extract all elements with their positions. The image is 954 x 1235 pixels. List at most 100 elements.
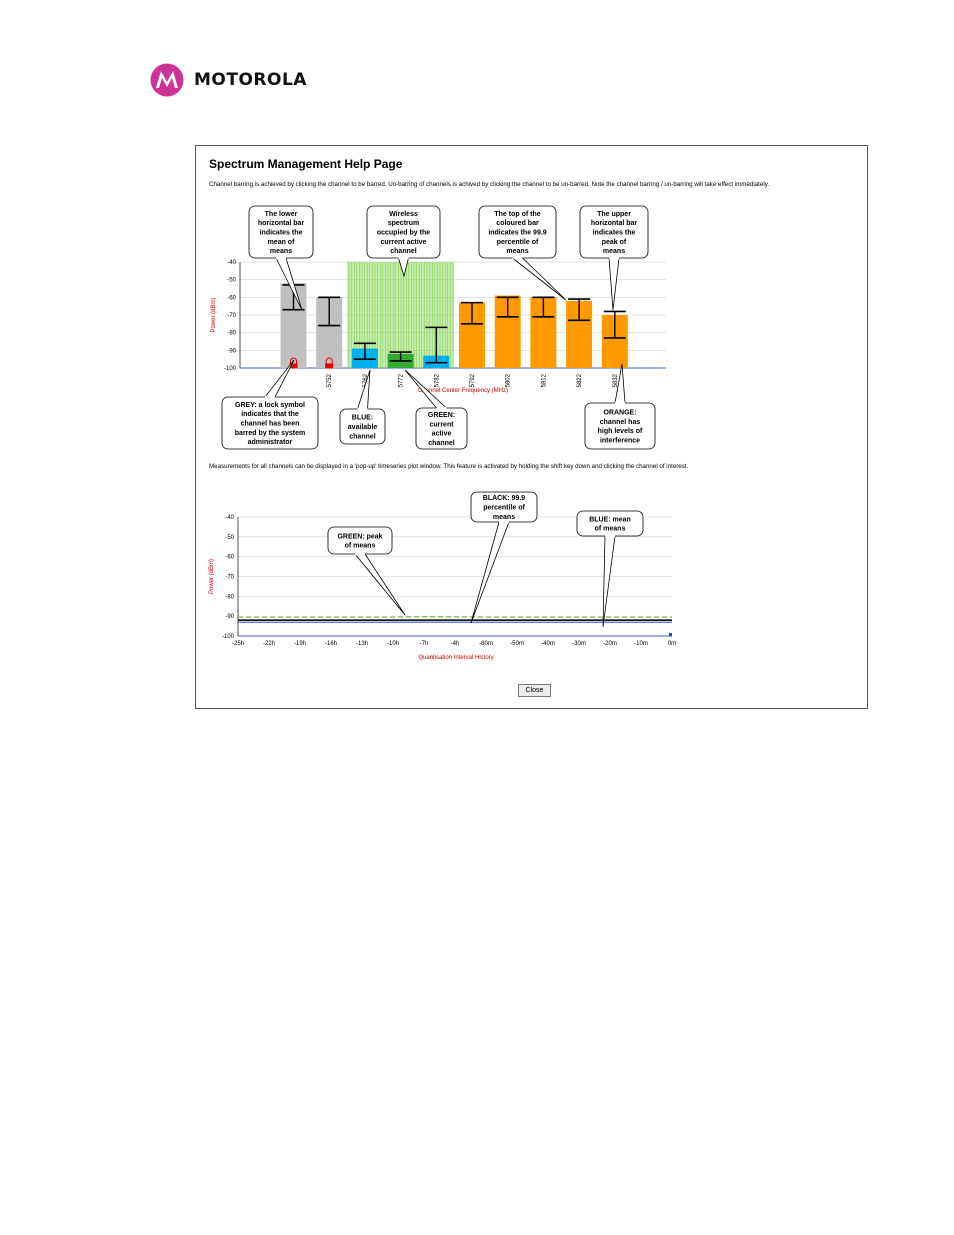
callout-pointer <box>614 363 626 404</box>
brand-name: MOTOROLA <box>194 70 307 90</box>
callout-line: channel <box>428 440 455 447</box>
page-title: Spectrum Management Help Page <box>209 157 403 171</box>
callout-line: available <box>348 424 378 431</box>
callout-line: means <box>506 248 528 255</box>
y-tick-label: -50 <box>227 278 236 284</box>
x-tick-label: 0m <box>668 641 676 647</box>
y-tick-label: -40 <box>225 515 234 521</box>
x-tick-label: -80m <box>479 641 493 647</box>
callout-line: GREEN: <box>428 412 455 419</box>
lock-body <box>289 363 298 369</box>
y-tick-label: -70 <box>225 575 234 581</box>
callout-pointer <box>608 257 620 311</box>
callout-line: of means <box>345 543 376 550</box>
callout-line: administrator <box>248 439 293 446</box>
x-tick-label: 5752 <box>327 373 333 387</box>
callout-line: BLUE: mean <box>589 516 631 523</box>
x-tick-label: 5822 <box>577 373 583 387</box>
y-tick-label: -40 <box>227 260 236 266</box>
callout-line: channel <box>349 433 376 440</box>
x-tick-label: -10m <box>634 641 648 647</box>
callout-line: current <box>429 421 454 428</box>
callout-joint <box>265 395 275 399</box>
y-tick-label: -90 <box>227 348 236 354</box>
x-tick-label: -25h <box>232 641 244 647</box>
callout-joint <box>512 256 523 260</box>
callout-pointer <box>275 257 303 311</box>
x-tick-label: 5782 <box>434 373 440 387</box>
callout-grey: GREY: a lock symbol indicates that the cha… <box>221 359 319 450</box>
callout-line: ORANGE: <box>603 410 636 417</box>
callout-pointer <box>470 521 510 624</box>
callout-line: indicates the <box>260 230 303 237</box>
callout-line: GREY: a lock symbol <box>235 402 305 409</box>
callout-active-spectrum: Wireless spectrum occupied by the current a… <box>366 205 441 278</box>
y-axis-label: Power (dBm) <box>211 297 217 332</box>
popup-description: Measurements for all channels can be dis… <box>209 463 689 470</box>
callout-joint <box>499 520 509 524</box>
callout-line: occupied by the <box>377 230 430 237</box>
x-tick-label: -40m <box>541 641 555 647</box>
callout-line: Wireless <box>389 211 418 218</box>
callout-blue: BLUE: available channel <box>339 369 386 445</box>
callout-line: percentile of <box>497 239 539 246</box>
x-axis-label: Channel Center Frequency (MHz) <box>418 388 508 394</box>
close-button[interactable]: Close <box>518 684 551 697</box>
motorola-batwing-icon <box>150 63 184 97</box>
x-tick-label: -19h <box>294 641 306 647</box>
callout-green: GREEN: current active channel <box>404 369 468 450</box>
x-tick-label: -20m <box>603 641 617 647</box>
x-tick-label: -16h <box>325 641 337 647</box>
callout-box <box>327 526 393 555</box>
callout-line: BLUE: <box>352 415 373 422</box>
x-tick-label: -7h <box>420 641 429 647</box>
callout-joint <box>357 407 368 411</box>
callout-line: peak of <box>602 239 627 246</box>
callout-joint <box>609 256 619 260</box>
callout-line: percentile of <box>483 505 525 512</box>
callout-line: high levels of <box>598 428 643 435</box>
x-tick-label: 5802 <box>506 373 512 387</box>
callout-pointer <box>357 369 371 410</box>
callout-pointer <box>602 535 616 628</box>
callout-line: channel has been <box>241 421 300 428</box>
callout-line: active <box>432 431 452 438</box>
callout-line: indicates the 99.9 <box>488 230 546 237</box>
x-tick-label: -22h <box>263 641 275 647</box>
callout-orange: ORANGE: channel has high levels of interfer… <box>584 363 656 450</box>
callout-green-peak: GREEN: peak of means <box>327 526 406 616</box>
x-tick-label: -10h <box>387 641 399 647</box>
callout-line: indicates the <box>593 230 636 237</box>
callout-pointer <box>398 257 409 278</box>
x-tick-label: -50m <box>510 641 524 647</box>
y-tick-label: -100 <box>224 366 237 372</box>
callout-line: barred by the system <box>235 430 305 437</box>
callout-line: spectrum <box>388 220 420 227</box>
x-tick-label: -13h <box>356 641 368 647</box>
callout-line: The lower <box>265 211 298 218</box>
callout-joint <box>355 552 365 556</box>
motorola-logo: MOTOROLA <box>150 62 307 98</box>
lock-shackle <box>290 357 297 364</box>
axis-end-marker <box>669 633 672 636</box>
callout-blue-mean: BLUE: mean of means <box>576 510 644 628</box>
x-axis-label: Quantisation Interval History <box>418 655 493 661</box>
y-tick-label: -70 <box>227 313 236 319</box>
callout-line: The upper <box>597 211 631 218</box>
timeseries-chart: -40 -50 -60 -70 -80 -90 -100 Power (dBm) Quantis… <box>209 491 676 661</box>
y-tick-label: -80 <box>227 331 236 337</box>
y-axis-label: Power (dBm) <box>209 559 215 594</box>
x-tick-label: -4h <box>451 641 460 647</box>
callout-pointer <box>354 553 406 616</box>
callout-line: of means <box>595 526 626 533</box>
callout-joint <box>615 401 625 405</box>
intro-text: Channel barring is achieved by clicking … <box>209 181 770 188</box>
x-tick-label: 5812 <box>541 373 547 387</box>
callout-line: coloured bar <box>496 220 539 227</box>
help-page-window: Spectrum Management Help Page Channel ba… <box>195 145 868 709</box>
x-tick-label: 5792 <box>470 373 476 387</box>
callout-joint <box>605 534 615 538</box>
callout-line: mean of <box>268 239 296 246</box>
y-tick-label: -50 <box>225 535 234 541</box>
callout-lower-bar: The lower horizontal bar indicates the mean… <box>248 205 314 311</box>
